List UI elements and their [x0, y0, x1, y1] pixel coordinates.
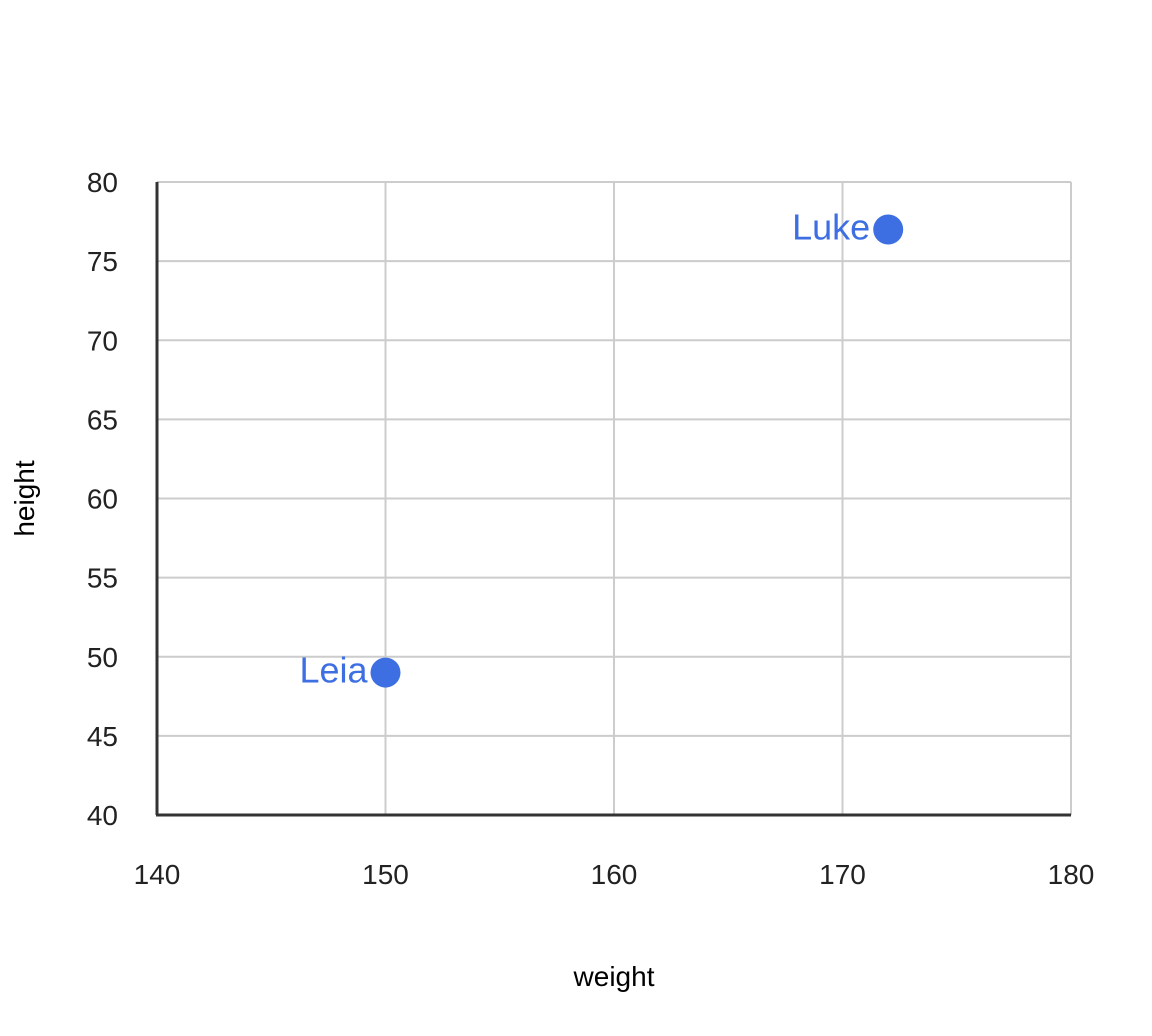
x-tick-label: 170: [819, 859, 866, 890]
data-label: Luke: [792, 206, 870, 247]
y-tick-label: 75: [87, 246, 118, 277]
y-tick-label: 80: [87, 167, 118, 198]
y-tick-label: 50: [87, 642, 118, 673]
y-tick-label: 70: [87, 325, 118, 356]
y-tick-label: 55: [87, 563, 118, 594]
data-label: Leia: [299, 650, 368, 691]
y-tick-label: 65: [87, 404, 118, 435]
y-tick-label: 40: [87, 800, 118, 831]
data-point-layer: Leia Luke: [299, 206, 904, 691]
y-axis-title: height: [9, 460, 40, 537]
x-tick-label: 160: [591, 859, 638, 890]
y-tick-label: 45: [87, 721, 118, 752]
data-point: [370, 657, 401, 688]
x-tick-label: 180: [1048, 859, 1095, 890]
x-axis-title: weight: [573, 961, 655, 992]
x-tick-label: 140: [134, 859, 181, 890]
y-tick-label: 60: [87, 484, 118, 515]
tick-label-layer: 140 150 160 170 180 40 45 50 55 60 65 70 75 80: [87, 167, 1095, 890]
axis-layer: [155, 182, 1071, 817]
x-tick-label: 150: [362, 859, 409, 890]
data-point: [873, 214, 904, 245]
grid-layer: [157, 181, 1072, 815]
